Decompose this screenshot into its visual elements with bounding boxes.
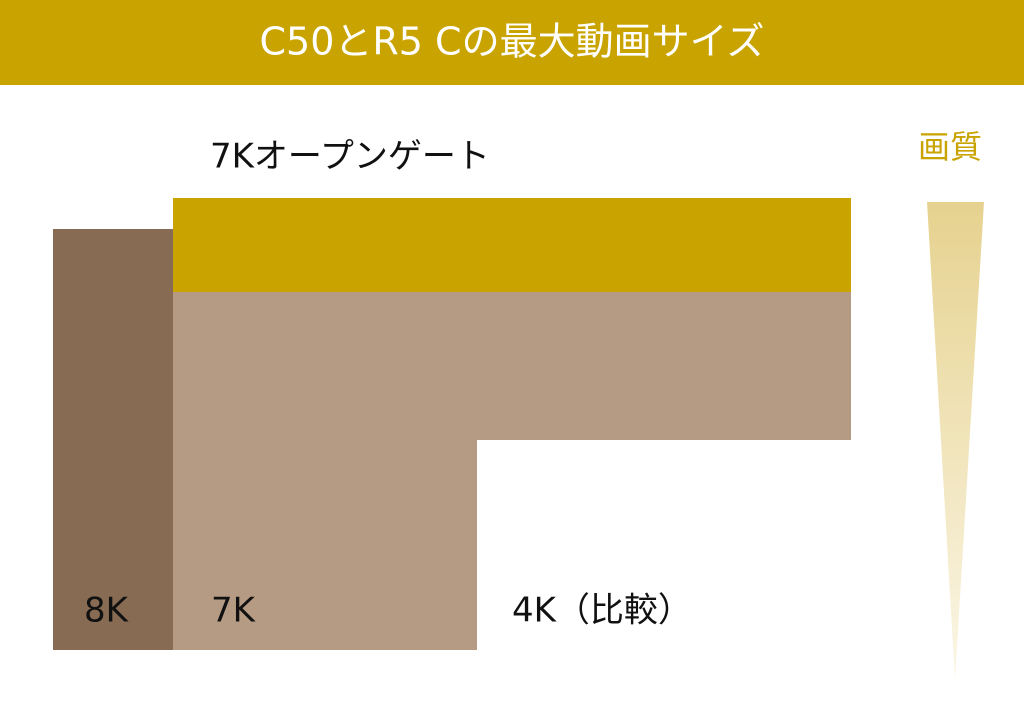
quality-arrow bbox=[927, 202, 984, 680]
7k-block bbox=[173, 292, 851, 650]
header-title: C50とR5 Cの最大動画サイズ bbox=[260, 20, 765, 64]
open-gate-block bbox=[173, 198, 851, 292]
open-gate-label: 7Kオープンゲート bbox=[210, 137, 490, 177]
quality-label: 画質 bbox=[918, 128, 982, 166]
size-label: 8K bbox=[84, 591, 130, 631]
size-label: 7K bbox=[211, 591, 257, 631]
header-bar bbox=[0, 0, 1024, 85]
8k-block bbox=[53, 229, 173, 650]
size-label: 4K（比較） bbox=[512, 591, 692, 631]
